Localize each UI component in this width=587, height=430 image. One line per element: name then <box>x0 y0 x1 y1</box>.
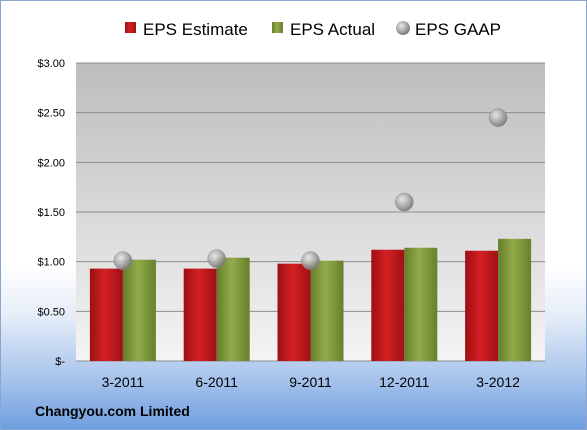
point-eps-gaap <box>113 251 133 270</box>
legend-label-gaap: EPS GAAP <box>415 20 501 39</box>
y-tick-label: $2.50 <box>37 108 65 120</box>
point-eps-gaap <box>488 108 508 127</box>
y-axis-ticks: $- $0.50 $1.00 $1.50 $2.00 $2.50 $3.00 <box>37 58 65 368</box>
x-axis-labels: 3-2011 6-2011 9-2011 12-2011 3-2012 <box>102 374 520 390</box>
y-tick-label: $1.50 <box>37 207 65 219</box>
bar-eps-estimate <box>465 250 499 361</box>
point-eps-gaap <box>207 249 226 268</box>
bar-eps-estimate <box>183 268 217 361</box>
y-tick-label: $2.00 <box>37 157 65 169</box>
point-eps-gaap <box>301 251 320 270</box>
legend: EPS Estimate EPS Actual EPS GAAP <box>125 20 501 39</box>
bar-eps-actual <box>216 257 250 361</box>
legend-swatch-gaap <box>396 21 410 35</box>
x-tick-label: 3-2011 <box>102 374 145 390</box>
x-tick-label: 3-2012 <box>476 374 520 390</box>
bar-eps-estimate <box>89 268 123 361</box>
gaap-points <box>113 108 508 270</box>
bar-eps-actual <box>310 260 344 361</box>
y-tick-label: $0.50 <box>37 306 65 318</box>
bar-eps-actual <box>498 238 532 361</box>
legend-label-estimate: EPS Estimate <box>143 20 248 39</box>
point-eps-gaap <box>395 192 414 212</box>
y-tick-label: $- <box>55 356 65 368</box>
bar-eps-estimate <box>371 249 405 361</box>
legend-swatch-actual <box>272 22 283 33</box>
y-tick-label: $1.00 <box>37 257 65 269</box>
legend-label-actual: EPS Actual <box>290 20 375 39</box>
bar-eps-actual <box>122 259 156 361</box>
bar-eps-estimate <box>277 263 311 361</box>
x-tick-label: 6-2011 <box>195 374 238 390</box>
x-tick-label: 12-2011 <box>379 374 430 390</box>
legend-swatch-estimate <box>125 22 136 33</box>
x-tick-label: 9-2011 <box>289 374 332 390</box>
company-name: Changyou.com Limited <box>35 403 190 419</box>
bar-eps-actual <box>404 247 438 361</box>
bars <box>89 238 532 361</box>
y-tick-label: $3.00 <box>37 58 65 70</box>
